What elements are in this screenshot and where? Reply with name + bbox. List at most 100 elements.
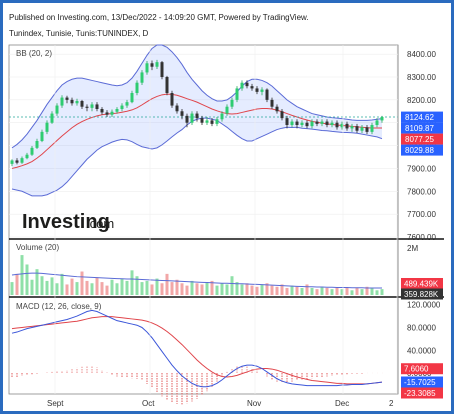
price-tick-label: 7600.00 [407, 233, 436, 242]
volume-bar [355, 287, 359, 295]
volume-bar [365, 286, 369, 295]
candle-body [205, 120, 209, 123]
candle-body [40, 131, 44, 141]
candle-body [255, 88, 259, 92]
investing-logo-text: Investing [22, 211, 110, 233]
macd-tick-label: 40.0000 [407, 346, 436, 355]
candle-body [380, 117, 384, 121]
macd-badge [401, 387, 443, 399]
candle-body [200, 118, 204, 123]
volume-bar [305, 284, 309, 295]
volume-bar [55, 283, 59, 295]
candle-body [125, 102, 129, 106]
volume-bar [60, 273, 64, 295]
volume-bar [240, 284, 244, 295]
price-tick-label: 8300.00 [407, 73, 436, 82]
volume-bar [360, 289, 364, 295]
price-badge [401, 111, 443, 123]
candle-body [230, 99, 234, 107]
price-badge [401, 122, 443, 134]
candle-body [85, 106, 89, 108]
price-tick-label: 8200.00 [407, 96, 436, 105]
candle-body [95, 104, 99, 109]
candle-body [115, 109, 119, 112]
candle-body [75, 101, 79, 104]
candle-body [45, 122, 49, 132]
price-badge [401, 144, 443, 156]
candle-body [340, 123, 344, 128]
candle-body [305, 122, 309, 127]
volume-bar [130, 270, 134, 295]
candle-body [50, 113, 54, 123]
x-tick-label: 2 [389, 399, 394, 408]
candle-body [290, 121, 294, 125]
volume-bar [185, 285, 189, 295]
volume-bar [380, 289, 384, 295]
candle-body [240, 82, 244, 89]
candle-body [335, 122, 339, 128]
candle-body [190, 113, 194, 123]
candle-body [350, 126, 354, 129]
candle-body [150, 63, 154, 67]
volume-bar [155, 278, 159, 295]
candle-body [35, 141, 39, 148]
volume-bar [230, 276, 234, 295]
volume-bar [65, 284, 69, 295]
candle-body [30, 147, 34, 155]
volume-badge-label: 489.439K [404, 279, 439, 288]
candle-body [315, 121, 319, 124]
candle-body [245, 82, 249, 87]
macd-badge-label: 7.6060 [404, 365, 429, 374]
macd-signal-line [11, 316, 383, 385]
macd-line [11, 309, 383, 388]
volume-bar [120, 278, 124, 295]
volume-bar [245, 283, 249, 295]
macd-tick-label: 80.0000 [407, 323, 436, 332]
candle-body [260, 89, 264, 92]
volume-badge [401, 277, 443, 289]
candle-body [280, 111, 284, 119]
volume-bar [195, 283, 199, 295]
candle-body [265, 89, 269, 100]
volume-bar [210, 280, 214, 295]
volume-bar [95, 277, 99, 295]
x-tick-label: Dec [335, 399, 349, 408]
price-badge-label: 8029.88 [405, 146, 434, 155]
volume-bar [330, 289, 334, 295]
volume-bar [160, 283, 164, 295]
volume-bar [105, 285, 109, 295]
volume-bar [325, 287, 329, 295]
volume-bar [85, 280, 89, 295]
candle-body [80, 101, 84, 107]
candle-body [320, 121, 324, 124]
volume-bar [295, 286, 299, 295]
volume-bar [225, 284, 229, 295]
volume-pane: 2M 489.439K 359.828K [10, 244, 443, 300]
volume-bar [115, 283, 119, 295]
candle-body [145, 63, 149, 73]
volume-bar [290, 285, 294, 295]
price-pane: 8400.008300.008200.008100.008000.007900.… [9, 44, 443, 242]
candle-body [235, 88, 239, 100]
candle-body [100, 109, 104, 113]
candle-body [175, 105, 179, 112]
price-badge [401, 133, 443, 145]
volume-bar [265, 283, 269, 295]
candle-body [365, 127, 369, 132]
macd-badge-label: -15.7025 [404, 378, 436, 387]
candle-body [210, 120, 214, 124]
volume-bar [350, 290, 354, 295]
candle-body [140, 72, 144, 83]
volume-bar [190, 280, 194, 295]
candle-body [65, 97, 69, 100]
price-tick-label: 7900.00 [407, 164, 436, 173]
investing-logo: Investing .com [22, 211, 114, 233]
x-tick-label: Sept [47, 399, 64, 408]
volume-bar [170, 282, 174, 295]
x-tick-label: Oct [142, 399, 155, 408]
volume-ma-line [11, 272, 382, 289]
volume-bar [285, 287, 289, 295]
volume-bar [25, 264, 29, 295]
bb-basis-line [11, 93, 382, 169]
